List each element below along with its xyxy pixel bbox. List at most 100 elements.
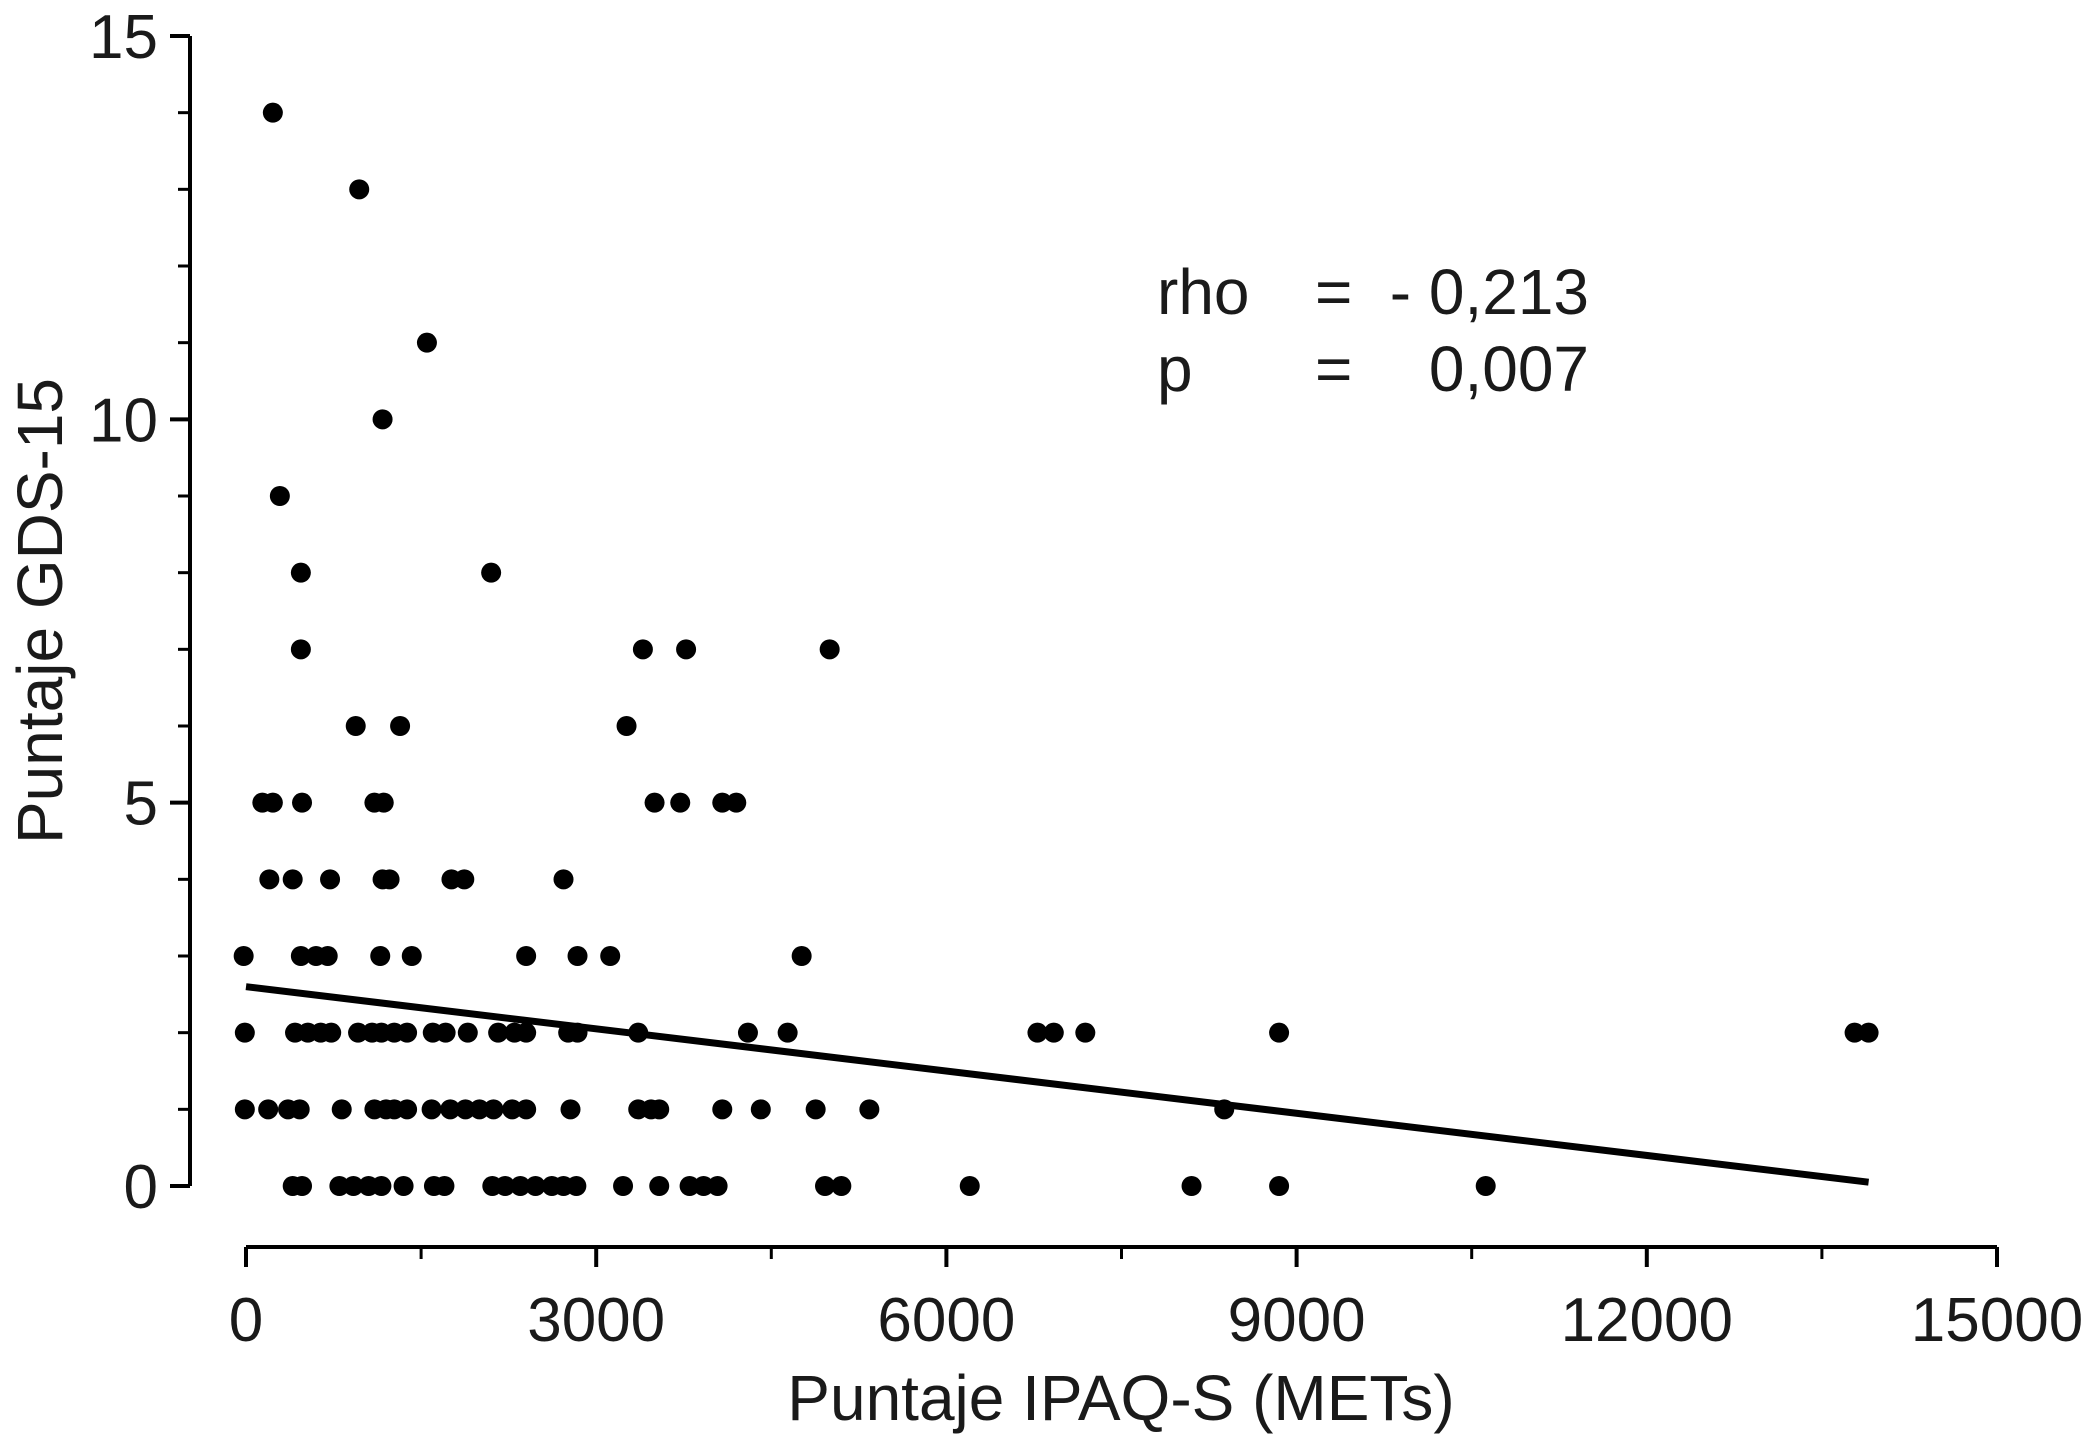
data-point <box>1075 1022 1096 1043</box>
data-point <box>317 946 338 966</box>
axes <box>188 36 1997 1249</box>
data-point <box>707 1176 728 1196</box>
data-point <box>371 1176 392 1196</box>
y-ticks: 0 5 10 15 <box>89 3 190 1222</box>
data-point <box>488 1022 509 1043</box>
data-point <box>282 869 303 890</box>
data-point <box>435 1022 456 1043</box>
data-point <box>292 1176 313 1196</box>
x-tick-label: 12000 <box>1561 1286 1733 1355</box>
data-point <box>632 639 653 660</box>
data-point <box>416 332 437 353</box>
data-point <box>959 1176 980 1196</box>
data-point <box>262 792 283 813</box>
data-point <box>393 1176 414 1196</box>
x-tick-label: 15000 <box>1911 1286 2083 1355</box>
data-point <box>331 1099 352 1120</box>
data-point <box>259 869 280 890</box>
data-point <box>750 1099 771 1120</box>
y-tick-label: 15 <box>89 3 158 72</box>
data-point <box>469 1099 490 1120</box>
data-point <box>560 1099 581 1120</box>
data-point <box>566 1176 587 1196</box>
data-point <box>343 1176 364 1196</box>
data-point <box>390 716 411 736</box>
data-point <box>712 1099 733 1120</box>
data-point <box>372 409 393 430</box>
data-point <box>679 1176 700 1196</box>
data-point <box>516 1099 537 1120</box>
p-value: 0,007 <box>1429 333 1589 405</box>
regression-line <box>245 983 1870 1186</box>
data-point <box>644 792 665 813</box>
data-point <box>373 792 394 813</box>
data-point <box>292 792 313 813</box>
y-tick-label: 10 <box>89 386 158 455</box>
data-point <box>421 1099 442 1120</box>
data-point <box>320 869 341 890</box>
data-point <box>516 1022 537 1043</box>
data-point <box>434 1176 455 1196</box>
data-point <box>726 792 747 813</box>
data-point <box>290 946 311 966</box>
data-point <box>397 1022 418 1043</box>
data-point <box>455 1099 476 1120</box>
data-point <box>649 1099 670 1120</box>
data-point <box>831 1176 852 1196</box>
data-point <box>1269 1022 1290 1043</box>
x-tick-label: 3000 <box>527 1286 665 1355</box>
data-point <box>349 179 370 200</box>
data-point <box>510 1176 531 1196</box>
data-point <box>370 946 391 966</box>
data-point <box>483 1099 504 1120</box>
data-point <box>234 1099 255 1120</box>
data-point <box>397 1099 418 1120</box>
data-points <box>233 102 1879 1196</box>
data-point <box>712 792 733 813</box>
data-point <box>600 946 621 966</box>
data-point <box>1269 1176 1290 1196</box>
rho-value: - 0,213 <box>1390 256 1589 328</box>
data-point <box>1043 1022 1064 1043</box>
p-label: p <box>1157 333 1193 405</box>
data-point <box>329 1176 350 1196</box>
data-point <box>345 716 366 736</box>
data-point <box>819 639 840 660</box>
rho-equals: = <box>1315 256 1352 328</box>
y-tick-label: 0 <box>124 1153 158 1222</box>
data-point <box>495 1176 516 1196</box>
data-point <box>269 486 290 506</box>
data-point <box>791 946 812 966</box>
data-point <box>676 639 697 660</box>
data-point <box>401 946 422 966</box>
data-point <box>321 1022 342 1043</box>
data-point <box>1181 1176 1202 1196</box>
x-axis-title: Puntaje IPAQ-S (METs) <box>787 1362 1454 1434</box>
data-point <box>525 1176 546 1196</box>
rho-label: rho <box>1157 256 1250 328</box>
data-point <box>516 946 537 966</box>
data-point <box>348 1022 369 1043</box>
data-point <box>567 946 588 966</box>
p-equals: = <box>1315 333 1352 405</box>
y-tick-label: 5 <box>124 770 158 839</box>
data-point <box>553 869 574 890</box>
data-point <box>289 1099 310 1120</box>
x-tick-label: 0 <box>229 1286 263 1355</box>
data-point <box>777 1022 798 1043</box>
data-point <box>737 1022 758 1043</box>
data-point <box>454 869 475 890</box>
data-point <box>1475 1176 1496 1196</box>
data-point <box>258 1099 279 1120</box>
data-point <box>233 946 254 966</box>
data-point <box>440 1099 461 1120</box>
data-point <box>613 1176 634 1196</box>
x-tick-label: 6000 <box>877 1286 1015 1355</box>
data-point <box>290 562 311 583</box>
x-ticks: 0 3000 6000 9000 12000 15000 <box>229 1247 2083 1355</box>
data-point <box>481 562 502 583</box>
data-point <box>1858 1022 1879 1043</box>
data-point <box>1844 1022 1865 1043</box>
data-point <box>262 102 283 123</box>
